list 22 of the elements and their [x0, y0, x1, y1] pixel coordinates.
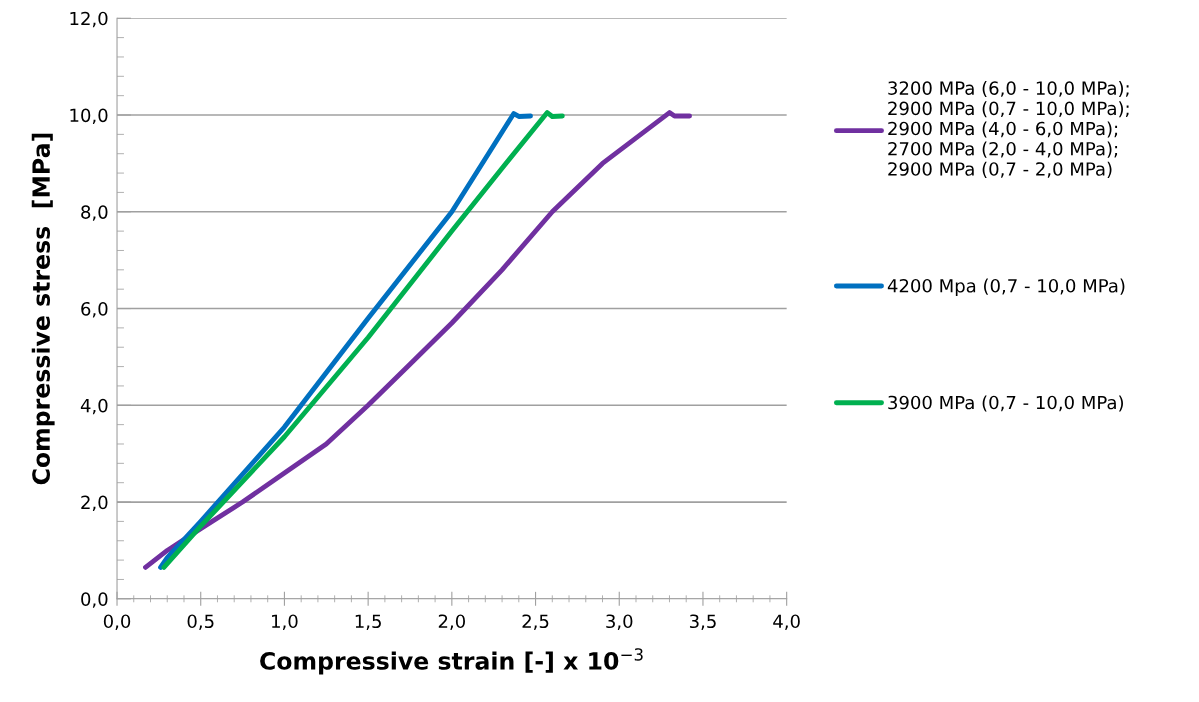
- x-tick-label: 3,5: [689, 614, 716, 630]
- x-tick-label: 0,0: [103, 614, 131, 630]
- y-tick-label: 12,0: [70, 11, 108, 28]
- x-tick-label: 1,0: [272, 614, 298, 630]
- legend-label: 3200 MPa (6,0 - 10,0 MPa); 2900 MPa (0,7 - 10,0 MPa); 2900 MPa (4,0 - 6,0 MPa); 2700 MPa (2,0 - 4,0 MPa); 2900 MPa (0,7 - 2,0 MPa): [888, 80, 1129, 178]
- x-tick-label: 3,0: [606, 614, 633, 630]
- line-series: [143, 110, 692, 570]
- legend-label: 3900 MPa (0,7 - 10,0 MPa): [888, 395, 1123, 412]
- y-tick-label: 2,0: [81, 495, 108, 512]
- x-tick-label: 2,0: [438, 614, 465, 630]
- y-tick-label: 0,0: [81, 592, 108, 608]
- y-tick-label: 4,0: [80, 398, 108, 415]
- legend-label: 4200 Mpa (0,7 - 10,0 MPa): [887, 278, 1125, 297]
- x-axis-title: Compressive strain [-] x 10$^{−3}$: [260, 648, 643, 675]
- x-tick-label: 2,5: [522, 614, 549, 630]
- y-tick-label: 8,0: [81, 205, 108, 221]
- x-tick-label: 4,0: [773, 614, 800, 630]
- y-axis-title: Compressive stress [MPa]: [31, 133, 55, 485]
- y-tick-label: 6,0: [81, 301, 108, 318]
- x-tick-label: 1,5: [355, 614, 381, 630]
- x-tick-label: 0,5: [187, 614, 214, 630]
- y-tick-label: 10,0: [70, 108, 108, 124]
